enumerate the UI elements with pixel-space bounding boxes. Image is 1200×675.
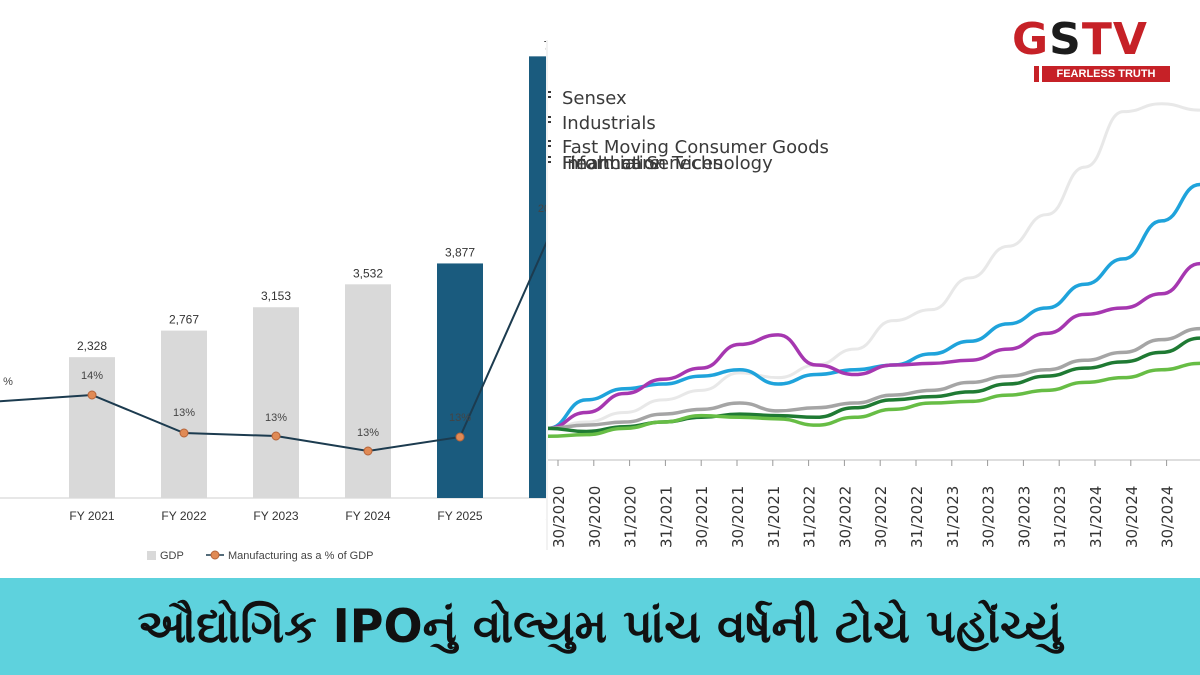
legend-label-gdp: GDP bbox=[160, 550, 184, 562]
manufacturing-pct-label: 13% bbox=[173, 407, 195, 419]
legend-entry: Fast Moving Consumer Goods bbox=[562, 137, 829, 158]
x-tick-label: 31/2022 bbox=[801, 486, 819, 548]
logo-tagline: FEARLESS TRUTH bbox=[1042, 66, 1170, 82]
sector-line bbox=[548, 326, 1200, 431]
x-tick-label: 30/2024 bbox=[1123, 486, 1141, 548]
legend-swatch-gdp bbox=[147, 551, 156, 560]
gdp-value-label: 3,532 bbox=[353, 266, 383, 280]
legend-label-manufacturing: Manufacturing as a % of GDP bbox=[228, 550, 374, 562]
headline-text: ઔદ્યોગિક IPOનું વોલ્યુમ પાંચ વર્ષની ટોચે… bbox=[137, 598, 1063, 653]
sector-index-line-chart: 30/2020 30/2020 31/2020 31/2021 30/2021 30/20… bbox=[548, 88, 1200, 548]
sector-line bbox=[548, 182, 1200, 431]
x-tick-label: 31/2023 bbox=[944, 486, 962, 548]
legend-tick bbox=[548, 91, 551, 93]
legend-entry: Industrials bbox=[562, 113, 656, 134]
manufacturing-pct-label: 13% bbox=[265, 412, 287, 424]
legend-entry: Financial Services bbox=[562, 153, 722, 174]
x-tick-label: 31/2021 bbox=[657, 486, 675, 548]
gdp-value-label: 2,328 bbox=[77, 339, 107, 353]
gdp-bar bbox=[437, 263, 483, 498]
manufacturing-pct-label: 13% bbox=[357, 427, 379, 439]
x-tick-label: FY 2023 bbox=[253, 509, 298, 523]
manufacturing-marker bbox=[455, 432, 465, 442]
sector-line bbox=[548, 361, 1200, 438]
gdp-value-label: 3,153 bbox=[261, 289, 291, 303]
x-tick-label: FY 2024 bbox=[345, 509, 390, 523]
legend-entry: Healthcare bbox=[562, 153, 660, 174]
legend-entry: Sensex bbox=[562, 88, 627, 109]
legend-marker-manufacturing bbox=[210, 550, 220, 560]
x-tick-label: 30/2022 bbox=[836, 486, 854, 548]
gstv-logo: GSTV FEARLESS TRUTH bbox=[1012, 16, 1188, 86]
manufacturing-pct-label: % bbox=[3, 376, 13, 388]
legend-entry: Information Technology bbox=[562, 153, 773, 174]
sector-line bbox=[548, 102, 1200, 430]
sector-line bbox=[548, 261, 1200, 431]
manufacturing-marker bbox=[271, 431, 281, 441]
manufacturing-marker bbox=[179, 428, 189, 438]
legend-tick bbox=[548, 156, 551, 158]
gdp-bar bbox=[69, 357, 115, 498]
manufacturing-pct-label: 20 bbox=[538, 203, 548, 215]
sector-index-chart-panel: 30/2020 30/2020 31/2020 31/2021 30/2021 30/20… bbox=[548, 0, 1200, 578]
x-tick-label: 30/2022 bbox=[872, 486, 890, 548]
x-tick-label: 30/2021 bbox=[693, 486, 711, 548]
x-tick-label: 30/2024 bbox=[1159, 486, 1177, 548]
x-tick-label: 31/2022 bbox=[908, 486, 926, 548]
legend-tick bbox=[548, 161, 551, 163]
legend-tick bbox=[548, 96, 551, 98]
gdp-bar bbox=[529, 56, 548, 498]
gdp-value-label: 3,877 bbox=[445, 245, 475, 259]
x-tick-label: 31/2023 bbox=[1051, 486, 1069, 548]
x-tick-label: 30/2021 bbox=[729, 486, 747, 548]
gdp-value-label: 7,3 bbox=[544, 38, 548, 52]
x-tick-label: 31/2021 bbox=[765, 486, 783, 548]
manufacturing-marker bbox=[363, 446, 373, 456]
manufacturing-pct-label: 14% bbox=[81, 370, 103, 382]
x-tick-label: 31/2020 bbox=[622, 486, 640, 548]
gdp-bar bbox=[253, 307, 299, 498]
logo-tag-bar bbox=[1034, 66, 1039, 82]
gdp-bar bbox=[161, 330, 207, 498]
x-tick-label: 30/2020 bbox=[550, 486, 568, 548]
x-tick-label: FY 2022 bbox=[161, 509, 206, 523]
legend-tick bbox=[548, 140, 551, 142]
manufacturing-marker bbox=[87, 390, 97, 400]
x-tick-label: 31/2024 bbox=[1087, 486, 1105, 548]
logo-letters: GSTV bbox=[1012, 14, 1148, 65]
x-tick-label: 30/2023 bbox=[1015, 486, 1033, 548]
legend-tick bbox=[548, 116, 551, 118]
x-tick-label: 30/2023 bbox=[980, 486, 998, 548]
legend-tick bbox=[548, 145, 551, 147]
x-tick-label: 30/2020 bbox=[586, 486, 604, 548]
x-tick-label: FY 2021 bbox=[69, 509, 114, 523]
gdp-value-label: 2,767 bbox=[169, 313, 199, 327]
x-tick-label: FY 2025 bbox=[437, 509, 482, 523]
gdp-bar bbox=[345, 284, 391, 498]
manufacturing-pct-label: 13% bbox=[449, 412, 471, 424]
legend-tick bbox=[548, 121, 551, 123]
headline-banner: ઔદ્યોગિક IPOનું વોલ્યુમ પાંચ વર્ષની ટોચે… bbox=[0, 578, 1200, 675]
